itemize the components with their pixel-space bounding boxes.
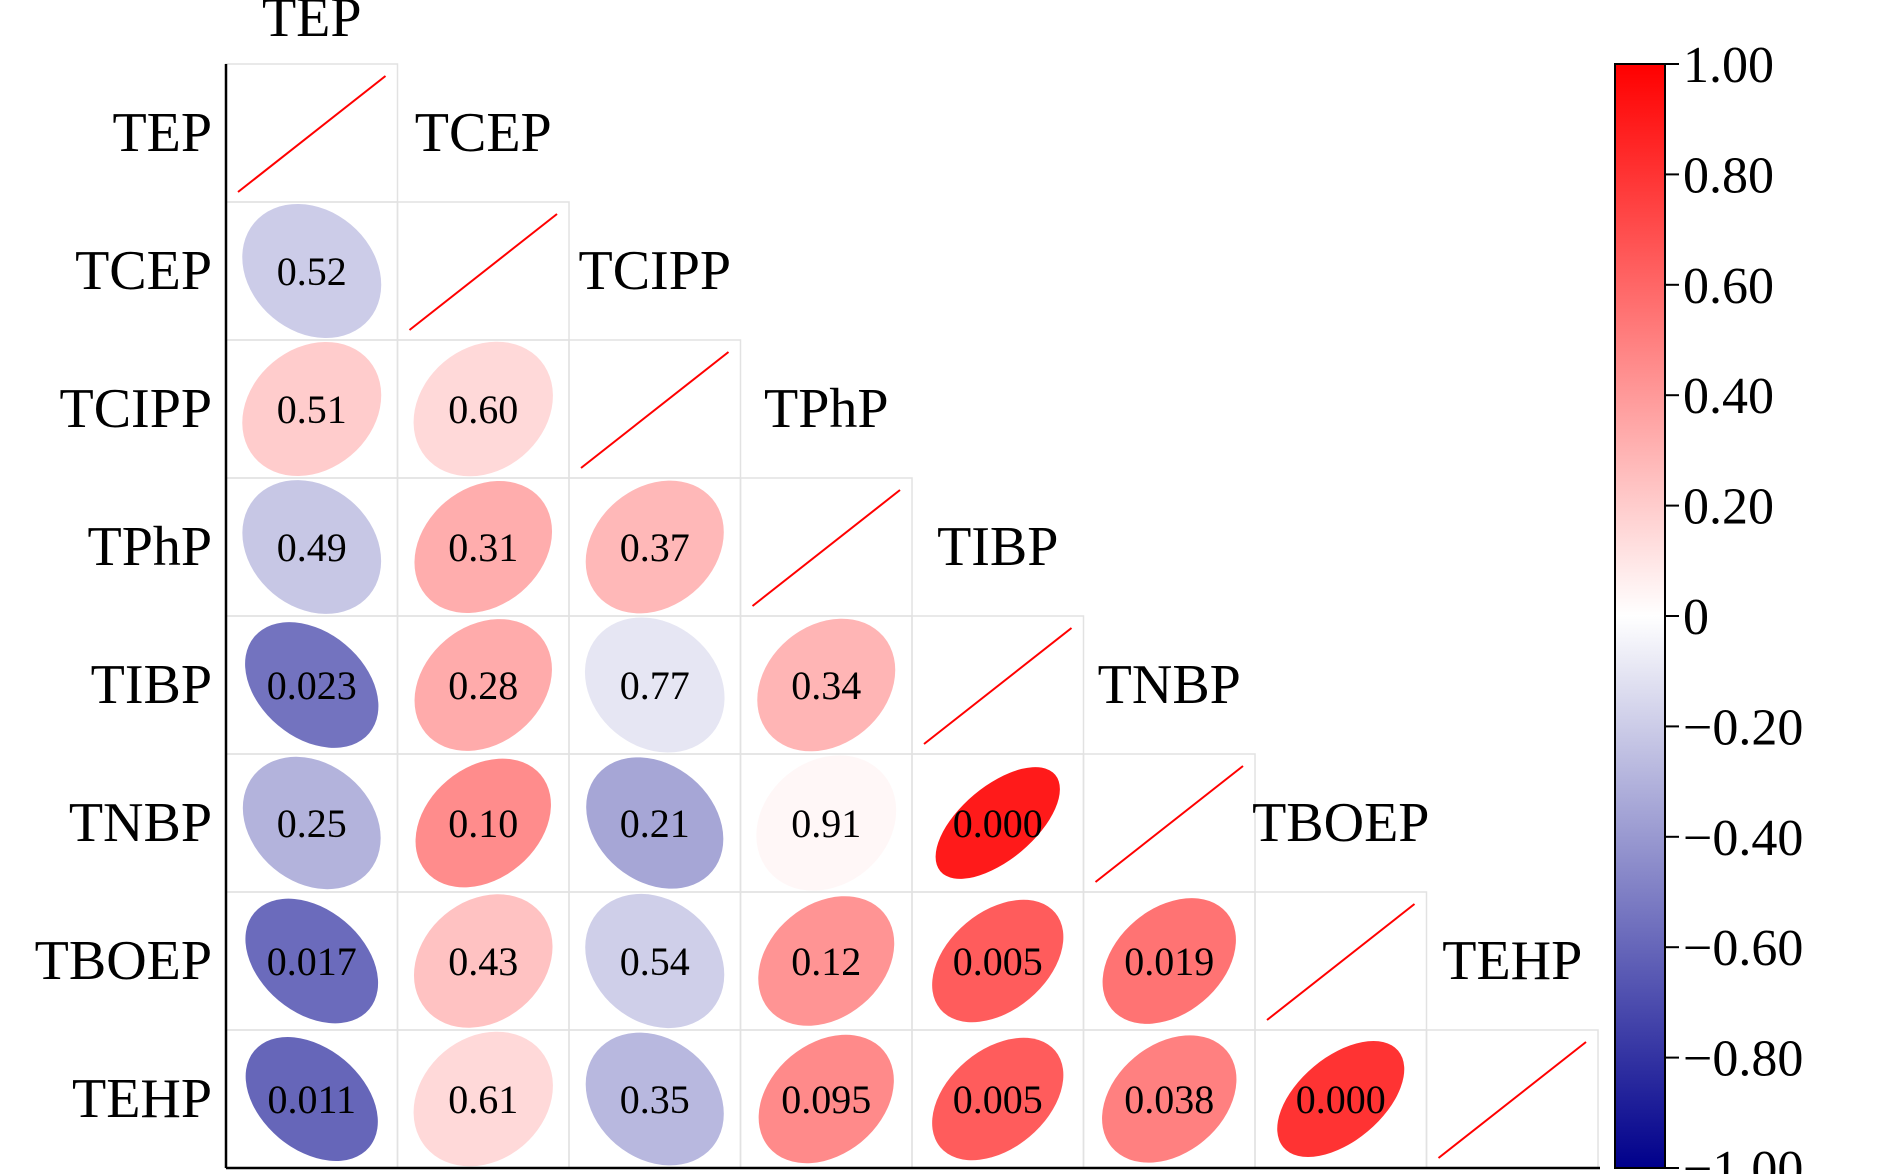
variable-labels: TEP TEP TCEP TCEP TCIPP TCIPP TPhP TPhP TIBP TIBP… [35, 0, 1583, 1130]
colorbar-tick-label: 0.20 [1683, 479, 1774, 536]
colorbar-tick-label: −0.40 [1683, 810, 1803, 867]
p-value-label: 0.51 [277, 387, 347, 432]
p-value-label: 0.35 [620, 1077, 690, 1122]
diagonal-line-tboep [1266, 903, 1416, 1021]
grid-cells [225, 63, 1599, 1169]
correlation-ellipse [1102, 1035, 1237, 1163]
correlation-ellipse [415, 758, 551, 888]
p-value-label: 0.12 [791, 939, 861, 984]
colorbar-tick-label: −0.80 [1683, 1031, 1803, 1088]
diagonal-line-tcep [408, 213, 558, 331]
correlation-ellipse [585, 893, 725, 1029]
p-value-label: 0.005 [953, 1077, 1043, 1122]
p-value-label: 0.005 [953, 939, 1043, 984]
colorbar-tick-label: 0.40 [1683, 368, 1774, 425]
correlation-ellipse [585, 480, 724, 614]
row-label-tep: TEP [112, 102, 212, 164]
correlation-ellipse [413, 341, 553, 477]
colorbar-tick-label: −1.00 [1683, 1141, 1803, 1174]
row-label-tcep: TCEP [75, 240, 212, 302]
correlation-ellipse [1102, 898, 1236, 1024]
correlation-ellipse [758, 1034, 894, 1164]
p-value-label: 0.023 [267, 663, 357, 708]
diagonal-line-tnbp [1094, 765, 1244, 883]
correlation-glyphs: 0.52 0.51 0.60 0.49 0.31 0.37 0.023 0.28 0.77 0.3… [237, 75, 1587, 1167]
row-label-tboep: TBOEP [35, 930, 212, 992]
p-value-label: 0.019 [1124, 939, 1214, 984]
correlation-ellipse [935, 767, 1060, 879]
colorbar: 1.00 0.80 0.60 0.40 0.20 0 −0.20 −0.40 −0.60 −0.8… [1614, 37, 1803, 1174]
correlation-ellipse [414, 481, 553, 613]
correlation-ellipse [757, 618, 896, 752]
column-label-tnbp: TNBP [1098, 654, 1241, 716]
correlation-ellipse [1277, 1040, 1405, 1158]
column-label-tcep: TCEP [415, 102, 552, 164]
p-value-label: 0.10 [448, 801, 518, 846]
diagonal-line-tphp [751, 489, 901, 607]
p-value-label: 0.28 [448, 663, 518, 708]
column-label-tibp: TIBP [937, 516, 1058, 578]
p-value-label: 0.017 [267, 939, 357, 984]
row-label-tibp: TIBP [91, 654, 212, 716]
correlation-ellipse [413, 894, 553, 1028]
column-label-tboep: TBOEP [1252, 792, 1429, 854]
correlation-ellipse [242, 480, 382, 614]
diagonal-line-tcipp [580, 351, 730, 469]
p-value-label: 0.43 [448, 939, 518, 984]
correlation-ellipse [932, 1037, 1064, 1161]
correlation-ellipse [242, 341, 382, 477]
correlation-ellipse [756, 755, 897, 891]
correlation-ellipse [586, 757, 724, 889]
correlation-ellipse [584, 617, 725, 753]
correlation-ellipse [585, 1032, 724, 1166]
correlation-ellipse [758, 896, 895, 1026]
correlation-ellipse [242, 203, 382, 339]
colorbar-tick-label: −0.20 [1683, 699, 1803, 756]
correlation-ellipse [413, 1031, 553, 1167]
correlation-ellipse [245, 898, 379, 1024]
correlation-ellipse [932, 899, 1064, 1023]
p-value-label: 0.52 [277, 249, 347, 294]
p-value-label: 0.000 [1296, 1077, 1386, 1122]
p-value-label: 0.31 [448, 525, 518, 570]
colorbar-tick-label: −0.60 [1683, 920, 1803, 977]
row-label-tnbp: TNBP [69, 792, 212, 854]
colorbar-ticks: 1.00 0.80 0.60 0.40 0.20 0 −0.20 −0.40 −0.60 −0.8… [1665, 37, 1803, 1174]
p-value-label: 0.60 [448, 387, 518, 432]
colorbar-tick-label: 0.80 [1683, 147, 1774, 204]
p-value-label: 0.34 [791, 663, 861, 708]
diagonal-line-tehp [1437, 1041, 1587, 1159]
p-value-label: 0.000 [953, 801, 1043, 846]
colorbar-tick-label: 0.60 [1683, 258, 1774, 315]
p-value-label: 0.038 [1124, 1077, 1214, 1122]
colorbar-tick-label: 1.00 [1683, 37, 1774, 94]
correlation-ellipse [242, 756, 381, 890]
p-value-label: 0.77 [620, 663, 690, 708]
colorbar-tick-label: 0 [1683, 589, 1709, 646]
row-label-tcipp: TCIPP [60, 378, 213, 440]
column-label-tep: TEP [262, 0, 362, 49]
correlation-ellipse [414, 619, 552, 751]
p-value-label: 0.21 [620, 801, 690, 846]
row-label-tehp: TEHP [72, 1068, 212, 1130]
p-value-label: 0.91 [791, 801, 861, 846]
p-value-label: 0.37 [620, 525, 690, 570]
p-value-label: 0.54 [620, 939, 690, 984]
p-value-label: 0.49 [277, 525, 347, 570]
p-value-label: 0.095 [781, 1077, 871, 1122]
column-label-tcipp: TCIPP [579, 240, 732, 302]
correlation-ellipse [245, 622, 379, 748]
column-label-tphp: TPhP [764, 378, 889, 440]
column-label-tehp: TEHP [1442, 930, 1582, 992]
p-value-label: 0.011 [267, 1077, 356, 1122]
correlation-ellipse [245, 1037, 378, 1161]
p-value-label: 0.25 [277, 801, 347, 846]
row-label-tphp: TPhP [88, 516, 213, 578]
colorbar-gradient [1615, 64, 1665, 1168]
diagonal-line-tibp [923, 627, 1073, 745]
diagonal-line-tep [237, 75, 387, 193]
p-value-label: 0.61 [448, 1077, 518, 1122]
